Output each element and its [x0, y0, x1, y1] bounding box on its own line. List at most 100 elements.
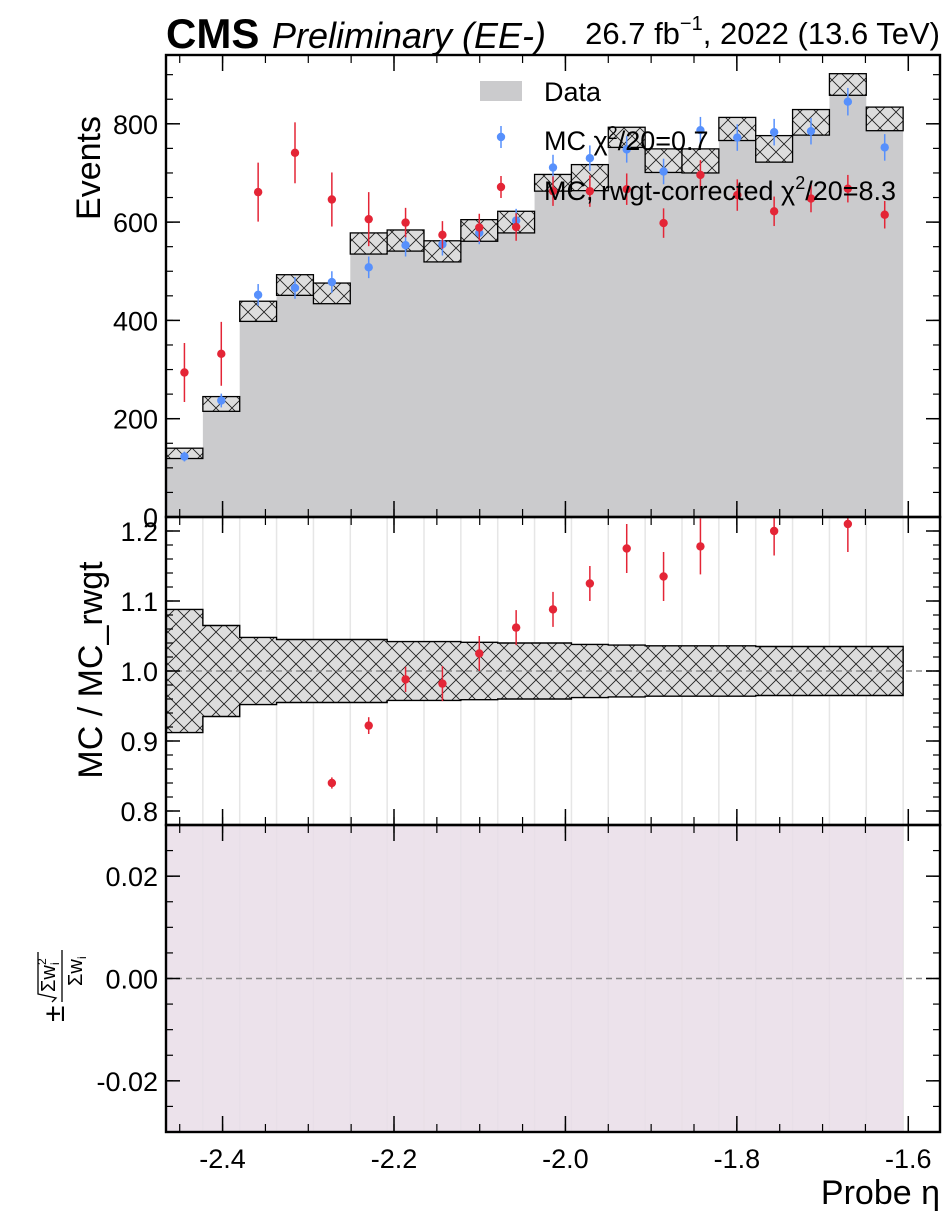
data-point	[511, 222, 521, 232]
mc-uncertainty-box	[865, 106, 904, 132]
ratio-points	[327, 517, 853, 789]
data-point	[438, 230, 447, 240]
main-y-tick-label: 0	[143, 503, 158, 533]
ratio-point	[327, 778, 337, 788]
data-point	[327, 195, 337, 204]
ratio-y-tick-label: 0.9	[120, 727, 158, 757]
data-point	[733, 133, 742, 142]
data-point	[880, 210, 889, 219]
data-point	[622, 145, 631, 154]
ratio-panel	[165, 517, 940, 825]
data-point	[585, 154, 595, 163]
data-point	[659, 218, 668, 228]
data-point	[696, 170, 705, 180]
data-point	[217, 349, 226, 359]
lumi-label: 26.7 fb−1, 2022 (13.6 TeV)	[585, 13, 940, 51]
main-y-tick-label: 400	[113, 306, 158, 336]
data-point	[253, 290, 263, 300]
legend: Data MC χ2/20=0.7 MC, rwgt-corrected χ2/20…	[480, 77, 896, 206]
legend-swatch-data	[480, 81, 522, 101]
data-point	[253, 187, 263, 197]
ratio-point	[364, 721, 373, 730]
series-mc-rwgt	[180, 122, 889, 402]
data-point	[364, 263, 373, 272]
legend-marker	[496, 182, 506, 192]
ratio-y-tick-label: 1.1	[120, 587, 158, 617]
data-point	[327, 277, 337, 287]
data-point	[180, 452, 189, 461]
data-point	[806, 194, 816, 203]
data-point	[401, 218, 410, 227]
data-point	[733, 190, 742, 200]
data-point	[475, 223, 484, 232]
data-point	[217, 396, 226, 405]
ratio-point	[511, 623, 521, 632]
main-y-tick-label: 200	[113, 405, 158, 435]
data-point	[843, 97, 853, 106]
status-label: Preliminary (EE-)	[272, 15, 546, 56]
svg-text:Σw: Σw	[65, 959, 87, 986]
legend-label: MC, rwgt-corrected χ2/20=8.3	[544, 173, 896, 206]
lumi-rest: , 2022 (13.6 TeV)	[703, 16, 940, 51]
data-point	[880, 143, 889, 152]
unc-y-tick-label: -0.02	[96, 1067, 158, 1097]
data-point	[401, 241, 410, 250]
ratio-point	[769, 526, 779, 536]
data-point	[769, 207, 779, 216]
xlabel: Probe η	[821, 1174, 940, 1212]
svg-text:i: i	[48, 962, 62, 965]
ratio-point	[585, 579, 595, 588]
legend-marker	[496, 132, 506, 142]
x-tick-label: -1.6	[885, 1144, 932, 1174]
svg-text:Σw: Σw	[38, 965, 60, 992]
data-point	[364, 214, 373, 224]
ratio-point	[475, 649, 484, 658]
ratio-y-tick-label: 0.8	[120, 797, 158, 827]
ratio-point	[401, 675, 410, 684]
data-point	[696, 125, 705, 135]
ratio-uncertainty-band	[165, 608, 904, 734]
data-point	[290, 148, 300, 158]
ratio-point	[438, 679, 447, 688]
svg-text:2: 2	[35, 958, 49, 965]
ratio-y-tick-label: 1.2	[120, 517, 158, 547]
main-y-tick-label: 600	[113, 208, 158, 238]
svg-text:±: ±	[38, 1006, 71, 1022]
x-tick-label: -2.4	[199, 1144, 246, 1174]
lumi-exponent: −1	[680, 13, 703, 35]
data-histogram	[166, 84, 904, 517]
legend-label-data: Data	[544, 77, 602, 107]
ratio-point	[622, 544, 631, 553]
lumi-value: 26.7	[585, 16, 645, 51]
data-point	[180, 368, 189, 377]
lumi-unit: fb	[654, 16, 680, 51]
axes: 0 200 400 600 800 0.8 0.9 1.0 1.1 1.2 0.02 0.00 -0.0…	[96, 53, 942, 1174]
main-y-tick-label: 800	[113, 110, 158, 140]
unc-y-tick-label: 0.02	[105, 862, 158, 892]
ratio-ylabel: MC / MC_rwgt	[72, 561, 110, 779]
experiment-label: CMS	[166, 10, 259, 57]
data-point	[622, 184, 631, 194]
data-point	[769, 127, 779, 137]
main-panel: Data MC χ2/20=0.7 MC, rwgt-corrected χ2/20…	[165, 73, 904, 517]
data-point	[806, 126, 816, 136]
data-point	[548, 186, 558, 196]
data-point	[585, 186, 595, 196]
ratio-y-tick-label: 1.0	[120, 657, 158, 687]
data-point	[548, 163, 558, 172]
ratio-point	[548, 605, 558, 614]
legend-label: MC χ2/20=0.7	[544, 123, 709, 156]
x-tick-label: -2.0	[542, 1144, 589, 1174]
uncertainty-frame	[164, 823, 942, 1134]
data-point	[659, 167, 668, 176]
ratio-point	[696, 542, 705, 551]
unc-y-tick-label: 0.00	[105, 965, 158, 995]
ratio-point	[843, 519, 853, 529]
uncertainty-panel	[166, 825, 940, 1132]
ratio-point	[659, 572, 668, 581]
svg-text:i: i	[75, 956, 89, 959]
data-point	[290, 283, 300, 293]
x-tick-label: -1.8	[714, 1144, 761, 1174]
